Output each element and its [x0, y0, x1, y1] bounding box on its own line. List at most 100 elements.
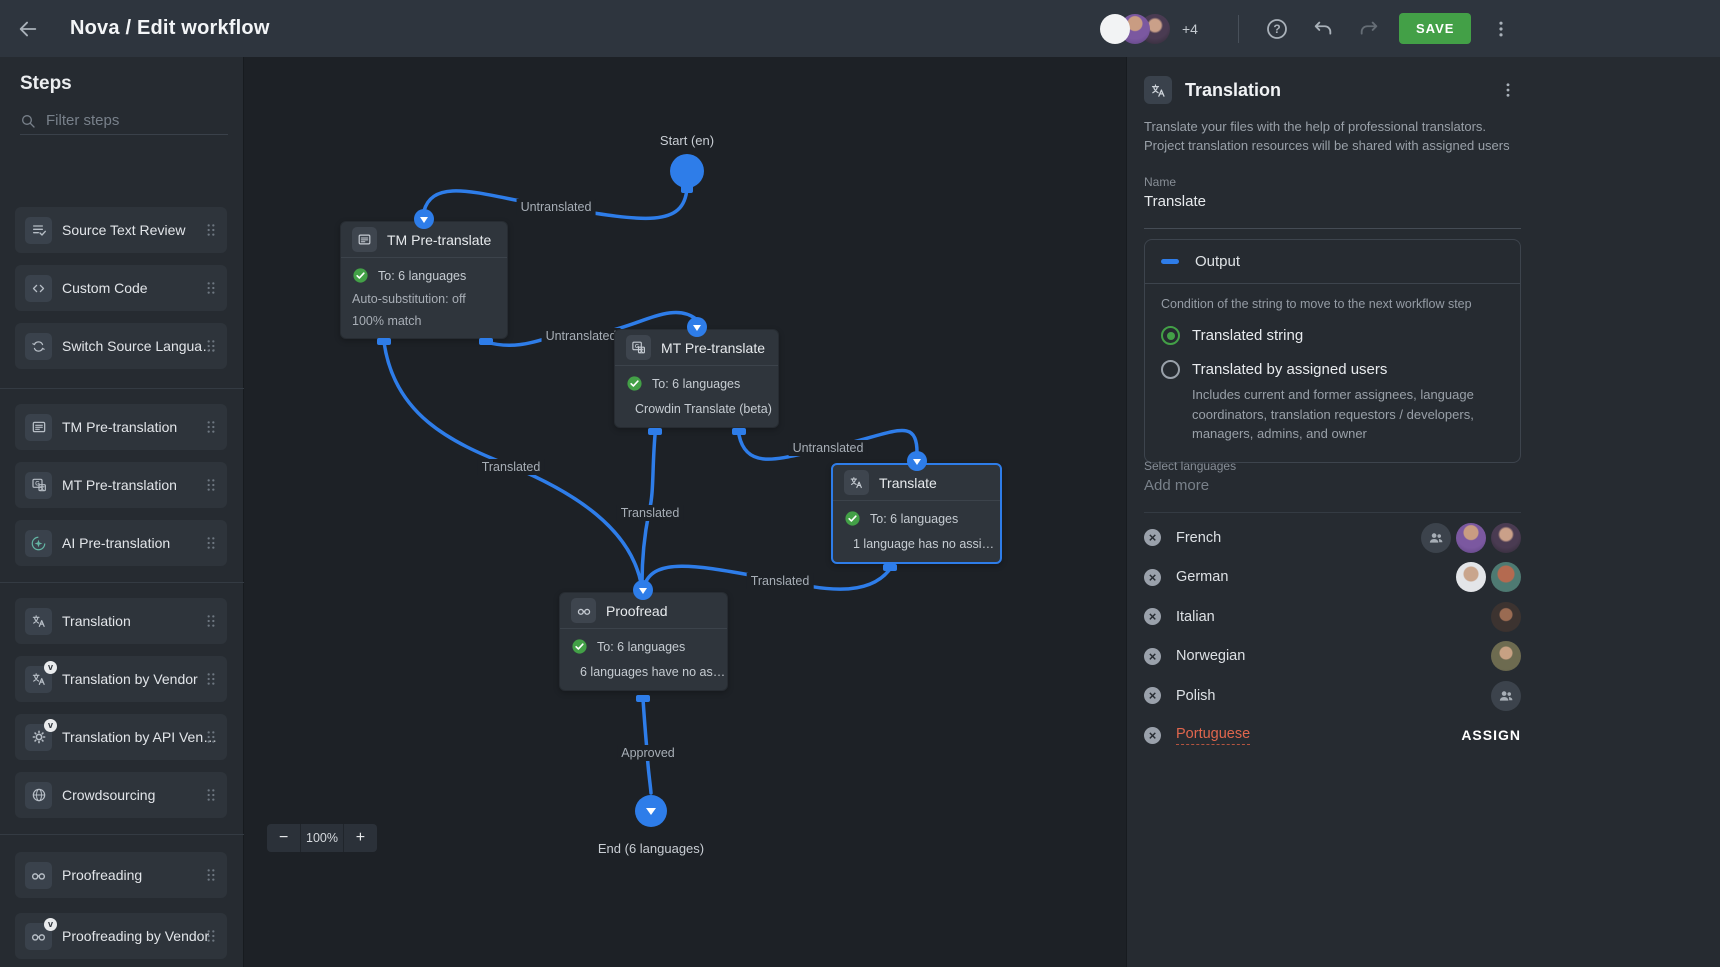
- radio-selected[interactable]: [1161, 326, 1180, 345]
- avatar[interactable]: [1491, 641, 1521, 672]
- remove-language-button[interactable]: ×: [1144, 529, 1161, 547]
- name-field-value[interactable]: Translate: [1144, 193, 1521, 229]
- zoom-out-button[interactable]: −: [278, 829, 289, 846]
- drag-handle-icon[interactable]: [203, 729, 219, 745]
- redo-button[interactable]: [1349, 9, 1389, 49]
- remove-language-button[interactable]: ×: [1144, 568, 1161, 586]
- remove-language-button[interactable]: ×: [1144, 726, 1161, 744]
- panel-title: Translation: [1185, 79, 1282, 100]
- start-node[interactable]: [670, 154, 704, 188]
- filter-steps-field[interactable]: [20, 107, 228, 135]
- drag-handle-icon[interactable]: [203, 867, 219, 883]
- drag-handle-icon[interactable]: [203, 477, 219, 493]
- help-button[interactable]: [1257, 9, 1297, 49]
- drag-handle-icon[interactable]: [203, 787, 219, 803]
- avatar[interactable]: [1491, 522, 1521, 553]
- remove-language-button[interactable]: ×: [1144, 687, 1161, 705]
- sidebar-item-tm-pretranslation[interactable]: TM Pre-translation: [15, 404, 227, 450]
- drag-handle-icon[interactable]: [203, 535, 219, 551]
- sidebar-item-mt-pretranslation[interactable]: MT Pre-translation: [15, 462, 227, 508]
- node-warning-row: 6 languages have no as…: [571, 663, 725, 680]
- avatar[interactable]: [1456, 562, 1486, 593]
- node-translate[interactable]: Translate To: 6 languages 1 language has…: [831, 463, 1002, 564]
- node-input-port[interactable]: [414, 209, 434, 229]
- node-tm-pretranslate[interactable]: TM Pre-translate To: 6 languages Auto-su…: [340, 221, 508, 339]
- translate-icon: [25, 607, 52, 635]
- warning-text: 6 languages have no as…: [580, 664, 726, 679]
- drag-handle-icon[interactable]: [203, 280, 219, 296]
- remove-language-button[interactable]: ×: [1144, 647, 1161, 665]
- node-body: To: 6 languages 1 language has no assi…: [833, 501, 1000, 562]
- option-translated-by-assigned-users[interactable]: Translated by assigned users: [1161, 360, 1504, 379]
- avatar[interactable]: [1456, 522, 1486, 553]
- sidebar-item-proofreading-by-vendor[interactable]: v Proofreading by Vendor: [15, 913, 227, 959]
- sidebar-item-translation-by-api-vendor[interactable]: v Translation by API Ven…: [15, 714, 227, 760]
- avatars-overflow-count[interactable]: +4: [1182, 20, 1198, 37]
- workflow-canvas[interactable]: Untranslated Untranslated Untranslated T…: [244, 57, 1126, 967]
- node-header: MT Pre-translate: [615, 330, 778, 366]
- node-output-stub[interactable]: [479, 338, 493, 345]
- add-language-input[interactable]: [1144, 477, 1521, 494]
- sidebar-item-custom-code[interactable]: Custom Code: [15, 265, 227, 311]
- drag-handle-icon[interactable]: [203, 222, 219, 238]
- sidebar-item-translation-by-vendor[interactable]: v Translation by Vendor: [15, 656, 227, 702]
- node-output-stub[interactable]: [636, 695, 650, 702]
- node-input-port[interactable]: [907, 451, 927, 471]
- node-input-port[interactable]: [633, 580, 653, 600]
- assignees-group-icon[interactable]: [1491, 680, 1521, 711]
- node-output-stub[interactable]: [377, 338, 391, 345]
- node-status-row: To: 6 languages: [352, 267, 496, 284]
- translate-icon: v: [25, 660, 57, 693]
- assignee-avatars: [1486, 601, 1521, 632]
- sidebar-item-proofreading[interactable]: Proofreading: [15, 852, 227, 898]
- description-line: Project translation resources will be sh…: [1144, 138, 1510, 153]
- avatar[interactable]: [1100, 13, 1130, 44]
- collaborator-avatars[interactable]: [1100, 13, 1170, 44]
- language-row-italian: × Italian: [1144, 597, 1521, 637]
- glasses-icon: [25, 861, 52, 889]
- drag-handle-icon[interactable]: [203, 338, 219, 354]
- undo-button[interactable]: [1303, 9, 1343, 49]
- sidebar-item-ai-pretranslation[interactable]: AI Pre-translation: [15, 520, 227, 566]
- panel-menu-button[interactable]: [1495, 77, 1521, 103]
- sidebar-item-crowdsourcing[interactable]: Crowdsourcing: [15, 772, 227, 818]
- assignee-avatars: [1416, 522, 1521, 553]
- drag-handle-icon[interactable]: [203, 671, 219, 687]
- radio-unselected[interactable]: [1161, 360, 1180, 379]
- drag-handle-icon[interactable]: [203, 419, 219, 435]
- check-icon: [626, 375, 643, 392]
- end-node[interactable]: [635, 795, 667, 827]
- languages-divider: [1144, 512, 1521, 513]
- back-button[interactable]: [0, 0, 56, 57]
- avatar[interactable]: [1491, 601, 1521, 632]
- start-output-stub[interactable]: [681, 185, 693, 193]
- status-text: To: 6 languages: [870, 511, 959, 526]
- review-icon: [25, 216, 52, 244]
- assign-button[interactable]: ASSIGN: [1461, 727, 1521, 744]
- drag-handle-icon[interactable]: [203, 613, 219, 629]
- node-input-port[interactable]: [687, 317, 707, 337]
- header-menu-button[interactable]: [1481, 9, 1521, 49]
- help-icon: [1265, 17, 1289, 41]
- filter-steps-input[interactable]: [46, 112, 216, 129]
- panel-header: Translation: [1144, 76, 1521, 104]
- add-language-field[interactable]: [1144, 477, 1521, 495]
- node-mt-pretranslate[interactable]: MT Pre-translate To: 6 languages Crowdin…: [614, 329, 779, 428]
- node-output-stub[interactable]: [648, 428, 662, 435]
- sidebar-item-switch-source-language[interactable]: Switch Source Langua…: [15, 323, 227, 369]
- remove-language-button[interactable]: ×: [1144, 608, 1161, 626]
- drag-handle-icon[interactable]: [203, 928, 219, 944]
- avatar[interactable]: [1491, 562, 1521, 593]
- sidebar-item-source-text-review[interactable]: Source Text Review: [15, 207, 227, 253]
- save-button[interactable]: SAVE: [1398, 13, 1472, 44]
- sidebar-item-label: Custom Code: [62, 280, 148, 296]
- status-text: Crowdin Translate (beta): [635, 401, 772, 416]
- node-proofread[interactable]: Proofread To: 6 languages 6 languages ha…: [559, 592, 728, 691]
- node-output-stub[interactable]: [732, 428, 746, 435]
- sidebar-item-translation[interactable]: Translation: [15, 598, 227, 644]
- option-translated-string[interactable]: Translated string: [1161, 326, 1504, 345]
- node-output-stub[interactable]: [883, 564, 897, 571]
- zoom-in-button[interactable]: +: [355, 829, 366, 846]
- assignees-group-icon[interactable]: [1421, 522, 1451, 553]
- check-icon: [844, 510, 861, 527]
